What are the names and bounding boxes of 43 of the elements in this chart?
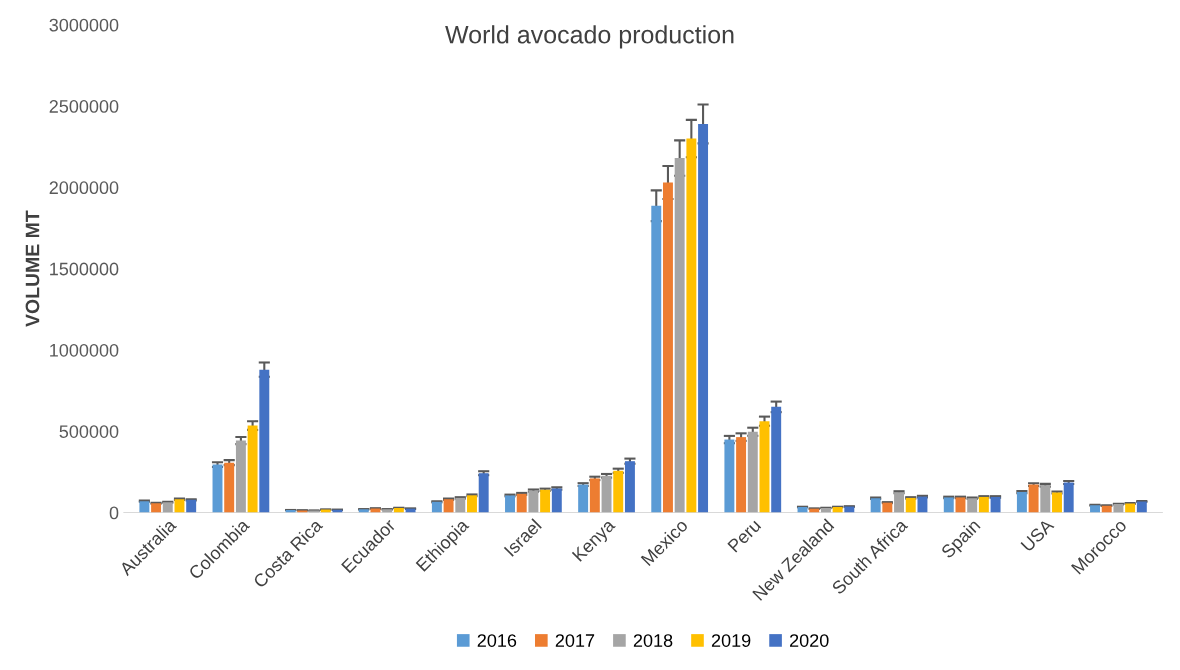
bar bbox=[613, 470, 624, 513]
bar bbox=[747, 431, 758, 513]
bar bbox=[235, 440, 246, 513]
y-tick-label: 2000000 bbox=[49, 181, 119, 195]
y-axis-title: VOLUME MT bbox=[25, 210, 40, 327]
bar bbox=[736, 437, 747, 513]
bar bbox=[578, 484, 589, 513]
bar bbox=[1052, 492, 1062, 513]
bar bbox=[771, 406, 782, 513]
bar bbox=[759, 421, 770, 513]
bar bbox=[224, 462, 235, 513]
legend-label: 2019 bbox=[711, 634, 751, 647]
bar bbox=[674, 158, 685, 513]
legend-label: 2018 bbox=[633, 634, 673, 647]
bar bbox=[478, 473, 489, 513]
y-tick-label: 1500000 bbox=[50, 262, 119, 276]
bar bbox=[686, 138, 697, 513]
legend-label: 2017 bbox=[555, 634, 595, 647]
bar bbox=[724, 439, 735, 513]
y-tick-label: 3000000 bbox=[49, 18, 119, 32]
bar bbox=[551, 488, 562, 513]
legend-label: 2016 bbox=[477, 634, 517, 647]
y-tick-label: 500000 bbox=[59, 425, 119, 438]
bar bbox=[1040, 485, 1051, 513]
x-tick-label: USA bbox=[1020, 517, 1055, 553]
bar bbox=[589, 478, 600, 513]
bar bbox=[528, 490, 539, 513]
bar bbox=[624, 461, 635, 513]
chart-title: World avocado production bbox=[445, 25, 734, 49]
bar bbox=[259, 369, 270, 513]
bar bbox=[1028, 484, 1039, 513]
y-tick-label: 0 bbox=[109, 506, 119, 520]
legend-label: 2020 bbox=[790, 634, 829, 647]
bar bbox=[662, 182, 673, 513]
y-tick-label: 2500000 bbox=[49, 100, 119, 113]
bar bbox=[601, 475, 612, 513]
y-tick-label: 1000000 bbox=[50, 343, 119, 357]
bar bbox=[651, 205, 662, 513]
bar bbox=[1016, 492, 1027, 513]
bar bbox=[540, 489, 551, 513]
bar bbox=[247, 425, 258, 513]
bar bbox=[698, 123, 709, 513]
bar bbox=[1063, 482, 1074, 513]
